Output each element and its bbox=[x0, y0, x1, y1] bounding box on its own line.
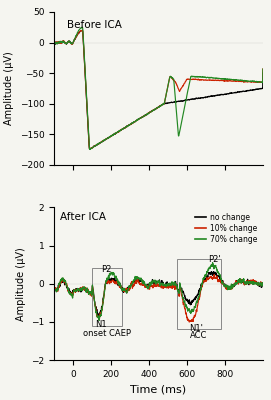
Bar bbox=[92, 268, 121, 326]
Text: ACC: ACC bbox=[190, 331, 208, 340]
X-axis label: Time (ms): Time (ms) bbox=[130, 384, 187, 394]
Bar bbox=[177, 259, 221, 329]
Text: N1': N1' bbox=[189, 324, 204, 333]
Text: N1: N1 bbox=[95, 320, 107, 329]
Y-axis label: Amplitude (μV): Amplitude (μV) bbox=[4, 52, 14, 125]
Text: P2: P2 bbox=[101, 265, 112, 274]
Y-axis label: Amplitude (μV): Amplitude (μV) bbox=[16, 247, 26, 320]
Legend: no change, 10% change, 70% change: no change, 10% change, 70% change bbox=[193, 211, 259, 245]
Text: onset CAEP: onset CAEP bbox=[83, 329, 131, 338]
Text: P2': P2' bbox=[208, 255, 221, 264]
Text: Before ICA: Before ICA bbox=[67, 20, 122, 30]
Text: After ICA: After ICA bbox=[60, 212, 107, 222]
